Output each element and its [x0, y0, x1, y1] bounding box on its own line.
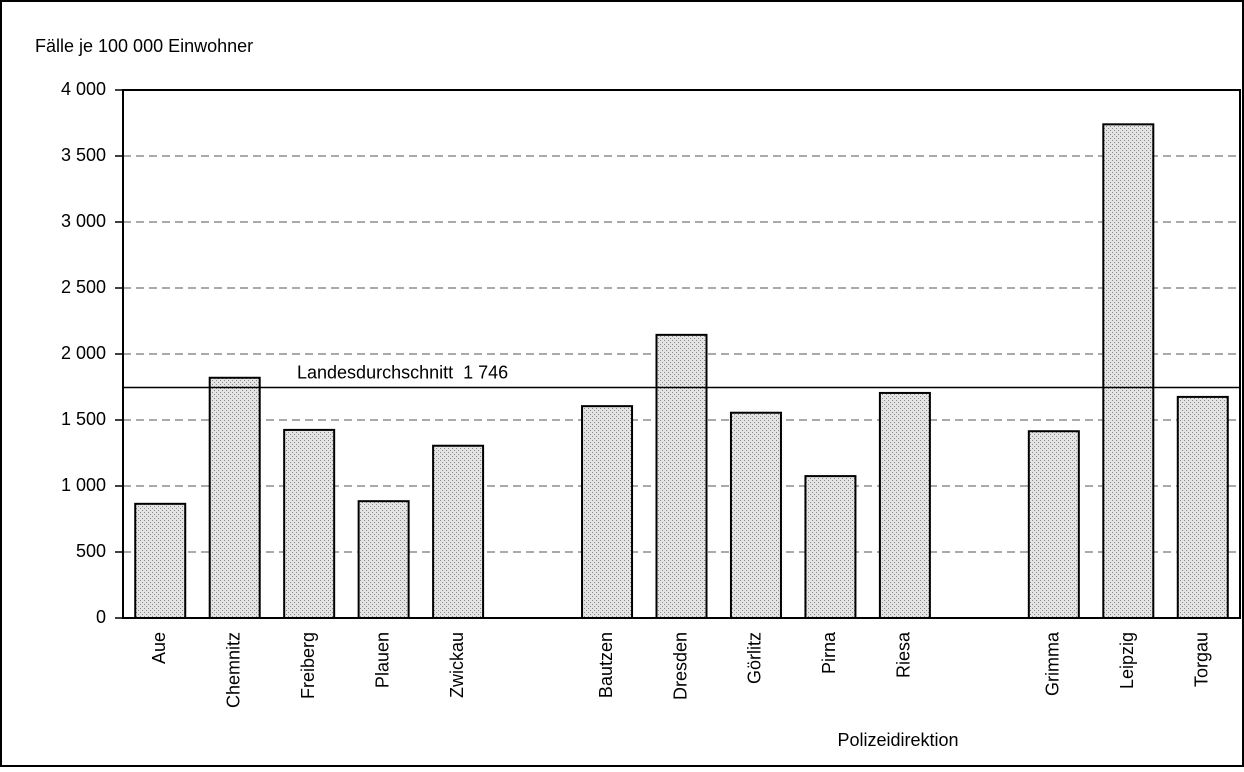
y-tick-label: 2 500 — [61, 277, 106, 297]
bar — [581, 405, 634, 620]
bar — [804, 475, 857, 619]
x-tick-label: Leipzig — [1117, 632, 1137, 689]
x-tick-label: Torgau — [1192, 632, 1212, 687]
x-tick-label: Grimma — [1043, 631, 1063, 696]
x-tick-label: Chemnitz — [223, 632, 243, 708]
x-tick-label: Plauen — [372, 632, 392, 688]
bar — [134, 502, 187, 620]
bar — [1176, 395, 1229, 619]
x-tick-label: Aue — [149, 632, 169, 664]
bar — [357, 500, 410, 619]
x-tick-label: Görlitz — [745, 632, 765, 684]
x-tick-label: Riesa — [894, 631, 914, 678]
x-tick-label: Zwickau — [447, 632, 467, 698]
x-axis-title: Polizeidirektion — [837, 730, 958, 750]
x-tick-label: Pirna — [819, 631, 839, 674]
bar — [432, 444, 485, 619]
x-tick-label: Freiberg — [298, 632, 318, 699]
reference-label: Landesdurchschnitt 1 746 — [297, 362, 508, 382]
y-axis-title: Fälle je 100 000 Einwohner — [35, 36, 253, 56]
bar — [878, 391, 931, 619]
y-tick-label: 2 000 — [61, 343, 106, 363]
bar — [729, 411, 782, 619]
y-tick-label: 0 — [96, 607, 106, 627]
y-tick-label: 1 500 — [61, 409, 106, 429]
bar — [208, 376, 261, 620]
x-tick-label: Dresden — [670, 632, 690, 700]
y-tick-label: 1 000 — [61, 475, 106, 495]
bar — [655, 333, 708, 619]
y-tick-label: 4 000 — [61, 79, 106, 99]
bar — [283, 428, 336, 619]
x-tick-label: Bautzen — [596, 632, 616, 698]
y-tick-label: 500 — [76, 541, 106, 561]
y-tick-label: 3 000 — [61, 211, 106, 231]
bar — [1027, 430, 1080, 619]
bar — [1102, 123, 1155, 619]
y-tick-label: 3 500 — [61, 145, 106, 165]
